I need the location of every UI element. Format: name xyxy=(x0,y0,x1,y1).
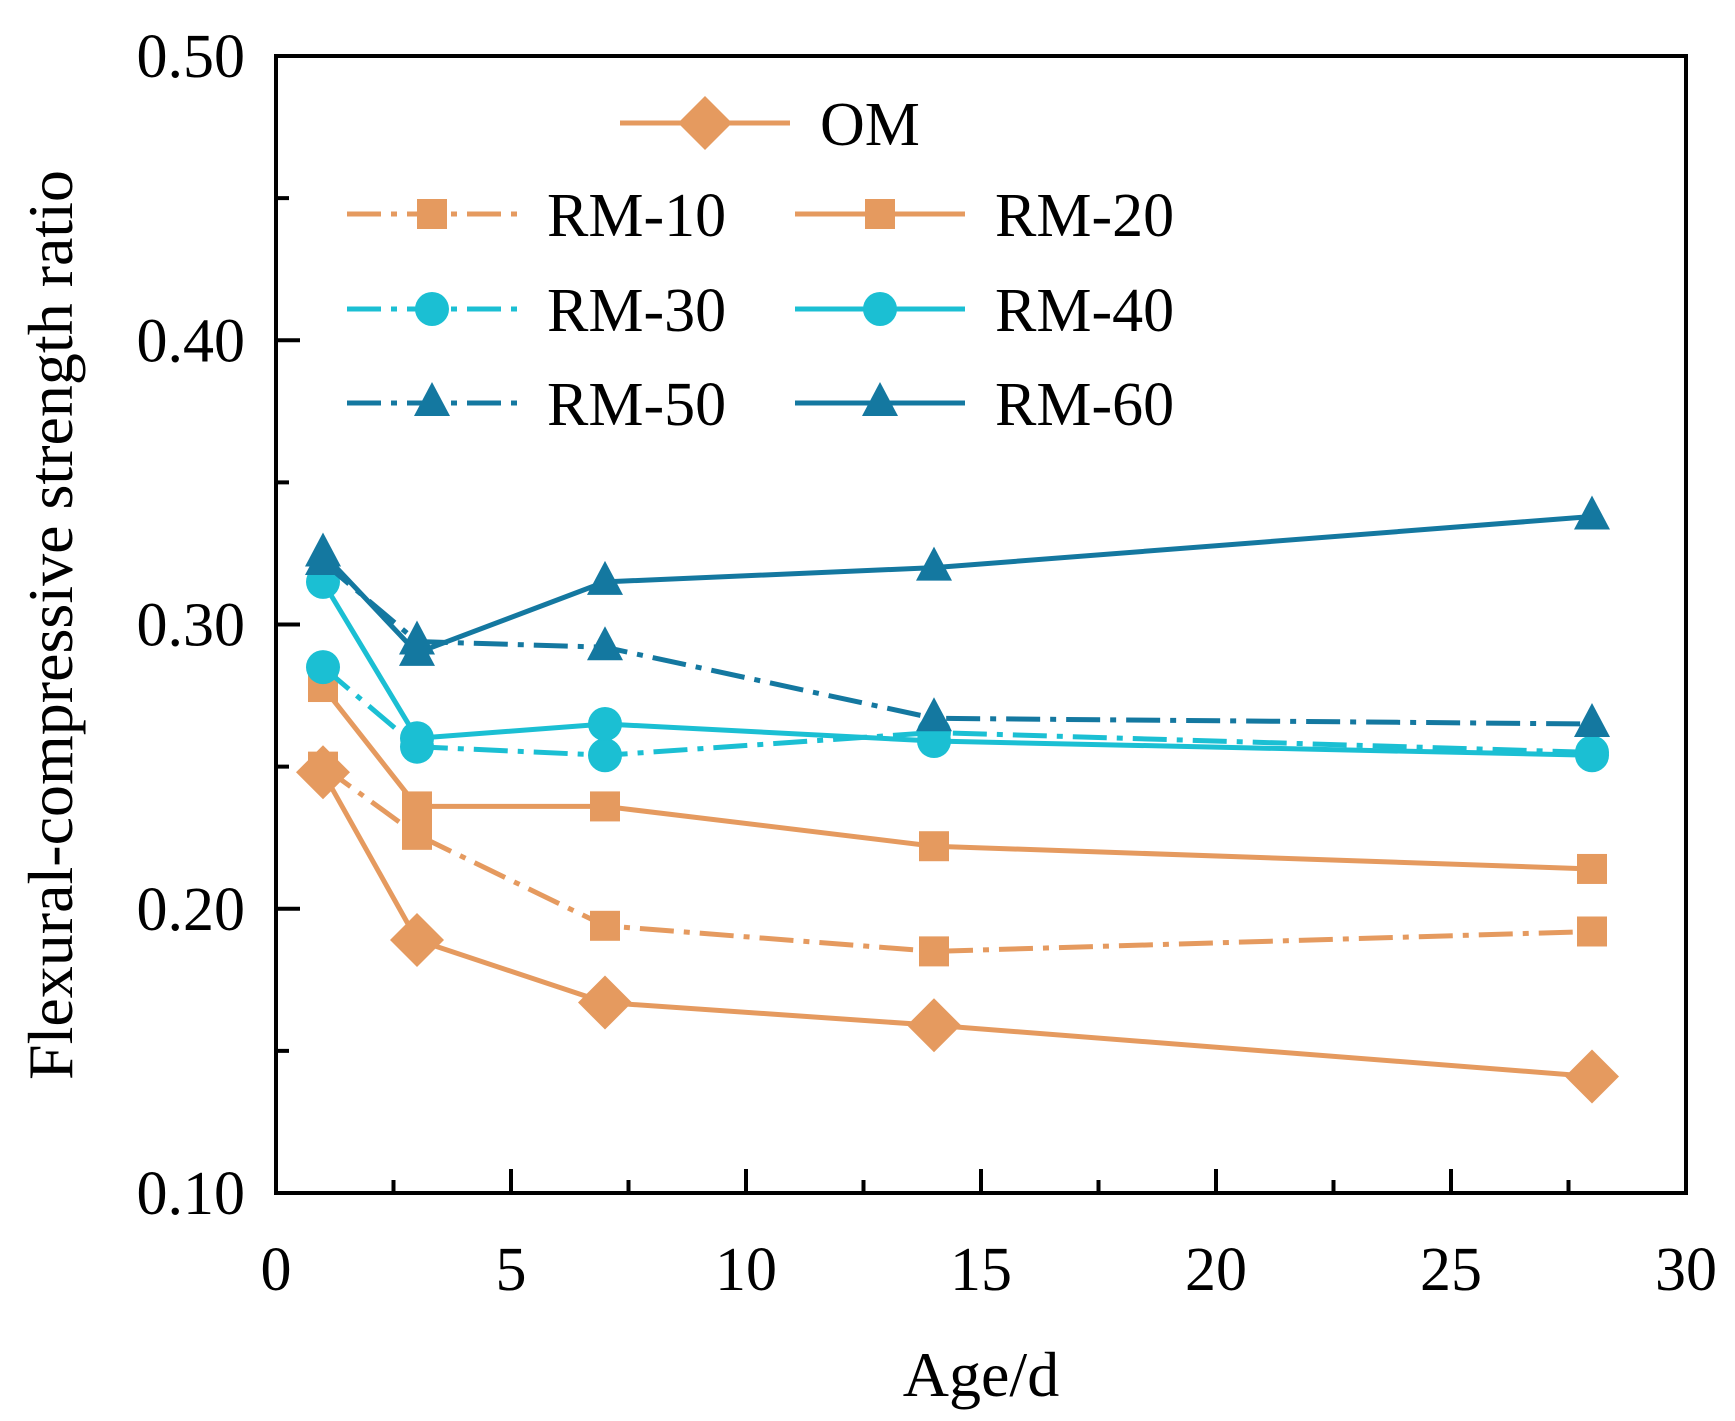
data-point-rm-20 xyxy=(590,791,620,822)
data-point-rm-60 xyxy=(399,631,435,666)
legend-item-rm-50: RM-50 xyxy=(347,371,726,439)
legend-item-rm-60: RM-60 xyxy=(795,371,1174,439)
series-rm-40 xyxy=(306,564,1609,773)
legend-item-om: OM xyxy=(620,91,920,159)
data-point-rm-60 xyxy=(916,546,952,581)
data-point-om xyxy=(578,975,632,1030)
data-point-rm-60 xyxy=(305,532,341,567)
legend-label-rm-20: RM-20 xyxy=(995,182,1174,250)
data-point-rm-10 xyxy=(1577,916,1607,947)
y-tick-label: 0.50 xyxy=(137,23,246,91)
legend-layer: OM RM-10 RM-20 RM-30 RM-40 RM-50 RM-60 xyxy=(347,91,1174,439)
data-point-rm-10 xyxy=(402,819,432,850)
series-rm-30 xyxy=(306,650,1609,773)
x-tick-label: 0 xyxy=(261,1236,292,1304)
y-tick-label: 0.10 xyxy=(137,1160,246,1228)
legend-marker-rm-10 xyxy=(417,199,447,229)
legend-marker-om xyxy=(678,96,732,150)
legend-marker-rm-30 xyxy=(415,292,449,326)
x-axis-label: Age/d xyxy=(903,1339,1059,1410)
data-point-rm-10 xyxy=(308,751,338,782)
data-point-rm-20 xyxy=(919,831,949,862)
data-point-rm-20 xyxy=(402,791,432,822)
legend-item-rm-30: RM-30 xyxy=(347,277,726,345)
x-tick-label: 5 xyxy=(496,1236,527,1304)
legend-marker-rm-60 xyxy=(862,382,898,416)
data-point-rm-40 xyxy=(588,706,622,741)
x-tick-label: 20 xyxy=(1185,1236,1247,1304)
data-point-rm-50 xyxy=(1574,702,1610,737)
data-point-rm-60 xyxy=(587,560,623,595)
series-line-rm-50 xyxy=(321,560,1593,727)
legend-label-rm-10: RM-10 xyxy=(547,182,726,250)
series-om xyxy=(296,745,1619,1104)
series-line-rm-20 xyxy=(321,685,1593,872)
series-line-rm-40 xyxy=(320,580,1593,758)
x-tick-label: 30 xyxy=(1655,1236,1717,1304)
y-tick-label: 0.30 xyxy=(137,592,246,660)
y-tick-label: 0.20 xyxy=(137,876,246,944)
series-rm-50 xyxy=(305,540,1610,737)
legend-marker-rm-20 xyxy=(865,199,895,229)
data-point-rm-50 xyxy=(916,697,952,732)
data-point-rm-40 xyxy=(1575,738,1609,773)
series-rm-60 xyxy=(305,495,1610,666)
series-line-rm-10 xyxy=(321,764,1593,954)
data-point-om xyxy=(390,913,444,968)
data-point-rm-40 xyxy=(917,724,951,759)
x-tick-label: 10 xyxy=(715,1236,777,1304)
legend-marker-rm-50 xyxy=(414,382,450,416)
legend-label-rm-50: RM-50 xyxy=(547,371,726,439)
legend-label-rm-60: RM-60 xyxy=(995,371,1174,439)
y-tick-label: 0.40 xyxy=(137,307,246,375)
ticks-layer: 0 5 10 15 20 25 30 0.10 0.20 0.30 0.40 0.50 xyxy=(137,23,1718,1304)
data-point-om xyxy=(907,998,961,1053)
legend-label-rm-30: RM-30 xyxy=(547,277,726,345)
data-point-rm-20 xyxy=(1577,853,1607,884)
data-point-rm-10 xyxy=(919,936,949,967)
series-line-om xyxy=(320,771,1593,1079)
legend-item-rm-20: RM-20 xyxy=(795,182,1174,250)
legend-marker-rm-40 xyxy=(863,292,897,326)
series-layer xyxy=(296,495,1619,1104)
legend-item-rm-40: RM-40 xyxy=(795,277,1174,345)
x-tick-label: 25 xyxy=(1420,1236,1482,1304)
data-point-rm-40 xyxy=(400,721,434,756)
data-point-rm-30 xyxy=(306,650,340,685)
legend-label-rm-40: RM-40 xyxy=(995,277,1174,345)
series-rm-10 xyxy=(308,751,1607,967)
legend-item-rm-10: RM-10 xyxy=(347,182,726,250)
data-point-om xyxy=(1565,1049,1619,1104)
data-point-rm-60 xyxy=(1574,495,1610,530)
data-point-rm-30 xyxy=(588,738,622,773)
data-point-rm-10 xyxy=(590,910,620,941)
x-tick-label: 15 xyxy=(950,1236,1012,1304)
data-point-rm-50 xyxy=(587,626,623,661)
y-axis-label: Flexural-compressive strength ratio xyxy=(15,170,86,1080)
series-rm-20 xyxy=(308,672,1607,884)
legend-label-om: OM xyxy=(820,91,920,159)
series-line-rm-60 xyxy=(321,513,1593,656)
